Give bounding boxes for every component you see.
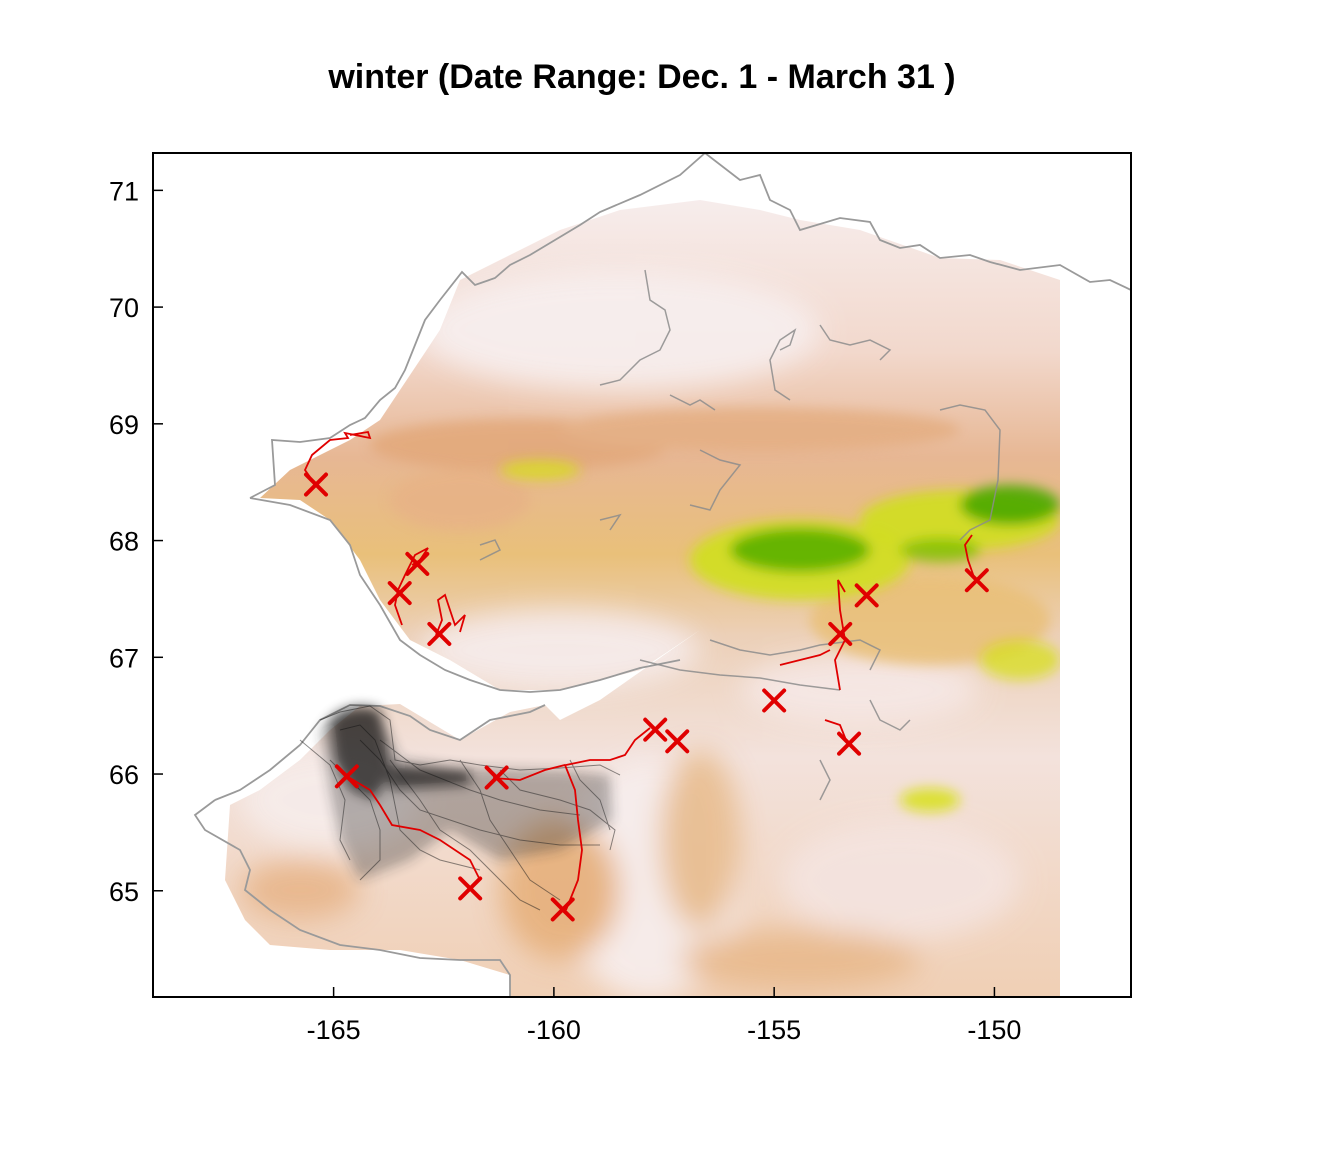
x-marker <box>458 876 483 901</box>
x-marker <box>334 764 359 789</box>
x-marker <box>854 583 879 608</box>
x-marker <box>304 472 328 497</box>
y-tick-label: 70 <box>109 293 139 323</box>
x-marker <box>643 717 668 742</box>
red-tracks <box>303 430 976 911</box>
x-marker <box>427 621 452 646</box>
grey-tracks <box>479 269 1001 801</box>
x-marker <box>405 551 430 576</box>
x-tick-label: -165 <box>307 1015 361 1045</box>
y-tick-label: 65 <box>109 877 139 907</box>
x-marker <box>665 729 690 754</box>
y-tick-label: 67 <box>109 643 139 673</box>
plot-frame <box>152 152 1132 998</box>
x-axis: -165 -160 -155 -150 <box>307 987 1021 1045</box>
x-marker <box>387 581 412 606</box>
x-marker <box>484 765 509 790</box>
x-marker <box>550 897 575 922</box>
coastline <box>193 153 1131 997</box>
x-marker <box>828 621 853 646</box>
x-marker <box>837 731 862 756</box>
x-marker <box>964 568 989 593</box>
y-axis: 65 66 67 68 69 70 71 <box>109 176 163 907</box>
x-tick-label: -160 <box>527 1015 581 1045</box>
y-tick-label: 71 <box>109 176 139 206</box>
y-tick-label: 66 <box>109 760 139 790</box>
location-markers <box>304 472 989 922</box>
chart-title: winter (Date Range: Dec. 1 - March 31 ) <box>328 58 956 96</box>
x-tick-label: -155 <box>747 1015 801 1045</box>
y-tick-label: 68 <box>109 527 139 557</box>
x-marker <box>762 688 787 713</box>
x-tick-label: -150 <box>967 1015 1021 1045</box>
y-tick-label: 69 <box>109 410 139 440</box>
